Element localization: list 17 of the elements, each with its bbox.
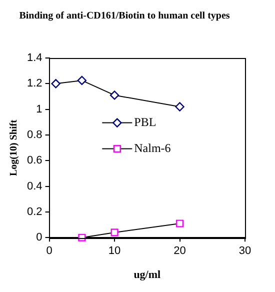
y-tick-label: 1.2	[26, 78, 42, 90]
y-tick-label: 0.8	[26, 129, 42, 142]
y-tick-label: 0.4	[26, 180, 42, 192]
y-tick-label: 1.4	[26, 52, 42, 64]
legend-label: Nalm-6	[134, 140, 171, 155]
x-axis-title: ug/ml	[134, 269, 161, 282]
y-axis-title: Log(10) Shift	[8, 118, 20, 176]
y-tick-label: 0.2	[26, 206, 42, 218]
x-tick-label: 0	[46, 245, 52, 258]
y-tick-label: 1	[36, 103, 42, 116]
y-tick-label: 0.6	[26, 154, 42, 167]
chart-title: Binding of anti-CD161/Biotin to human cell types	[19, 10, 230, 22]
legend-label: PBL	[134, 114, 156, 129]
x-tick-label: 20	[174, 245, 186, 258]
x-tick-label: 10	[108, 245, 121, 258]
y-tick-label: 0	[36, 232, 42, 244]
x-tick-label: 30	[238, 245, 252, 258]
